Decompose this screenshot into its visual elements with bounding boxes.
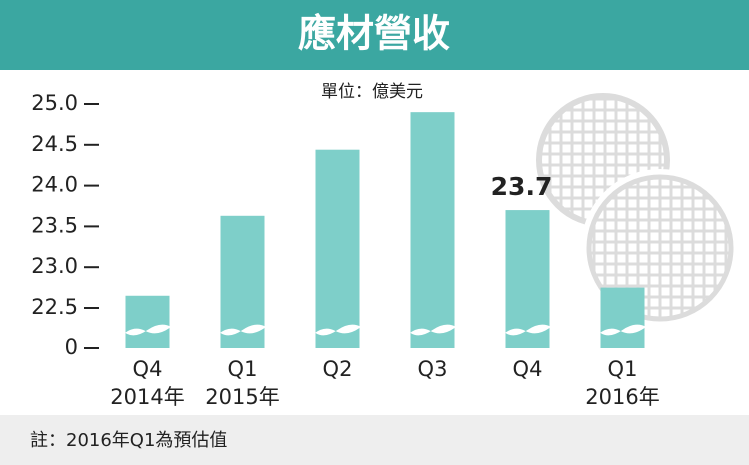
x-tick-label: Q1 xyxy=(228,357,258,381)
x-tick-year: 2015年 xyxy=(205,385,279,409)
x-tick-label: Q1 xyxy=(608,357,638,381)
axis-break-wave xyxy=(218,324,267,336)
axis-break-wave xyxy=(408,324,457,336)
y-tick-label: 23.0 xyxy=(31,254,78,278)
y-tick-label: 24.5 xyxy=(31,132,78,156)
value-label: 23.7 xyxy=(491,172,553,201)
y-tick-label: 23.5 xyxy=(31,213,78,237)
x-tick-label: Q3 xyxy=(418,357,448,381)
bar xyxy=(410,112,455,348)
y-tick-label: 0 xyxy=(65,335,78,359)
note: 註：2016年Q1為預估值 xyxy=(30,430,227,451)
axis-break-wave xyxy=(313,324,362,336)
wafer-decoration xyxy=(536,93,739,327)
x-tick-year: 2014年 xyxy=(110,385,184,409)
bar xyxy=(600,287,645,348)
unit-label: 單位：億美元 xyxy=(321,82,423,102)
x-tick-year: 2016年 xyxy=(585,385,659,409)
y-tick-label: 22.5 xyxy=(31,295,78,319)
x-tick-label: Q4 xyxy=(133,357,163,381)
header xyxy=(0,0,749,70)
bar xyxy=(315,149,360,348)
axis-break-wave xyxy=(598,324,647,336)
x-tick-label: Q2 xyxy=(323,357,353,381)
y-tick-label: 24.0 xyxy=(31,173,78,197)
y-tick-label: 25.0 xyxy=(31,91,78,115)
note-area xyxy=(0,415,749,465)
chart-title: 應材營收 xyxy=(298,12,450,56)
bar xyxy=(125,295,170,348)
x-tick-label: Q4 xyxy=(513,357,543,381)
axis-break-wave xyxy=(123,324,172,336)
axis-break-wave xyxy=(503,324,552,336)
